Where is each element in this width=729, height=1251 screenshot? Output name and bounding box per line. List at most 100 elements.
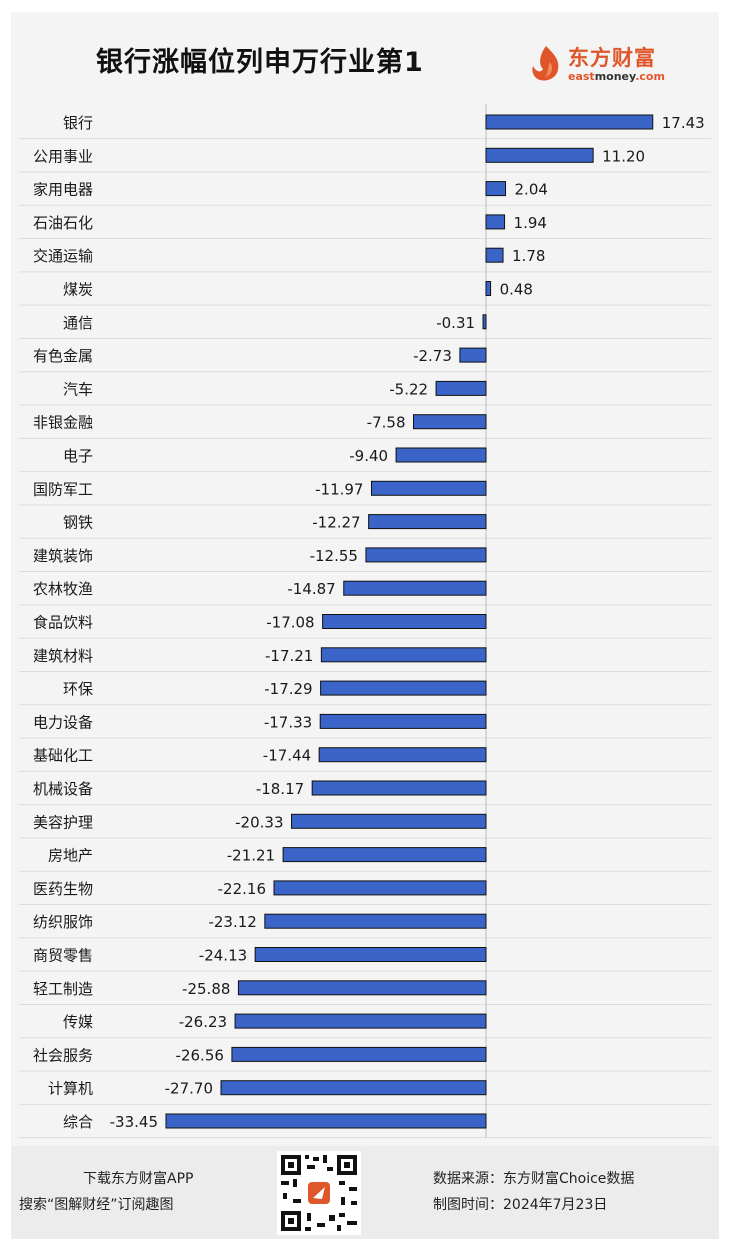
value-label: -21.21: [227, 847, 275, 865]
bar: [395, 447, 487, 463]
bar: [264, 913, 487, 929]
value-label: -9.40: [349, 447, 388, 465]
logo-en-part1: east: [568, 70, 595, 83]
category-label: 环保: [63, 680, 93, 698]
bar: [485, 247, 504, 263]
value-label: -5.22: [389, 380, 428, 398]
bar: [291, 813, 487, 829]
bar: [320, 647, 487, 663]
bar: [485, 147, 594, 163]
category-label: 美容护理: [33, 813, 93, 831]
bar: [485, 181, 507, 197]
bar: [368, 514, 487, 530]
value-label: -2.73: [413, 347, 452, 365]
category-label: 银行: [63, 114, 93, 132]
chart-title: 银行涨幅位列申万行业第1: [96, 47, 424, 78]
value-label: -0.31: [436, 314, 475, 332]
value-label: 0.48: [500, 281, 533, 299]
logo-text-en: eastmoney.com: [568, 70, 665, 83]
bar: [343, 580, 487, 596]
value-label: -26.56: [176, 1046, 224, 1064]
value-label: 17.43: [662, 114, 705, 132]
category-label: 通信: [63, 314, 93, 332]
logo-en-part2: money: [594, 70, 636, 83]
value-label: -11.97: [315, 480, 363, 498]
category-label: 农林牧渔: [33, 580, 93, 598]
bar: [322, 614, 487, 629]
value-label: -17.44: [263, 747, 311, 765]
category-label: 基础化工: [33, 747, 93, 765]
category-label: 计算机: [48, 1080, 93, 1098]
bar: [485, 114, 654, 130]
bar: [435, 380, 487, 396]
category-label: 汽车: [63, 380, 93, 398]
category-label: 电子: [63, 447, 93, 465]
category-label: 石油石化: [33, 214, 93, 232]
value-label: -20.33: [235, 813, 283, 831]
value-label: 1.94: [514, 214, 547, 232]
value-label: -33.45: [110, 1113, 158, 1131]
category-label: 轻工制造: [33, 980, 93, 998]
value-label: -7.58: [367, 414, 406, 432]
value-label: -14.87: [287, 580, 335, 598]
category-label: 钢铁: [63, 514, 93, 532]
category-label: 食品饮料: [33, 614, 93, 632]
value-label: 1.78: [512, 247, 545, 265]
value-label: 11.20: [602, 147, 645, 165]
eastmoney-logo: 东方财富 eastmoney.com: [528, 42, 698, 88]
category-label: 纺织服饰: [33, 913, 93, 931]
value-label: -27.70: [165, 1080, 213, 1098]
value-label: 2.04: [515, 181, 548, 199]
value-label: -12.27: [312, 514, 360, 532]
bar: [365, 547, 487, 563]
bar: [482, 314, 487, 330]
logo-en-part3: .com: [635, 70, 665, 83]
category-label: 煤炭: [63, 281, 93, 299]
value-label: -17.08: [266, 614, 314, 632]
bar: [165, 1113, 487, 1129]
bar: [485, 214, 506, 230]
category-label: 机械设备: [33, 780, 93, 798]
category-label: 非银金融: [33, 414, 93, 432]
value-label: -17.33: [264, 713, 312, 731]
bar: [459, 347, 487, 363]
value-label: -23.12: [208, 913, 256, 931]
value-label: -26.23: [179, 1013, 227, 1031]
category-label: 建筑材料: [33, 647, 93, 665]
value-label: -18.17: [256, 780, 304, 798]
bar: [234, 1013, 487, 1029]
chart-date-text: 制图时间：2024年7月23日: [433, 1197, 608, 1213]
category-label: 公用事业: [33, 147, 93, 165]
bar: [220, 1080, 487, 1096]
footer-subscribe-text: 搜索“图解财经”订阅趣图: [19, 1197, 174, 1213]
bar: [370, 480, 487, 496]
category-label: 交通运输: [33, 247, 93, 265]
category-label: 综合: [63, 1113, 93, 1131]
value-label: -17.21: [265, 647, 313, 665]
qr-code[interactable]: [277, 1151, 361, 1235]
value-label: -12.55: [310, 547, 358, 565]
data-source-text: 数据来源：东方财富Choice数据: [433, 1171, 635, 1187]
category-label: 家用电器: [33, 181, 93, 199]
logo-text-cn: 东方财富: [568, 46, 656, 70]
value-label: -22.16: [218, 880, 266, 898]
category-label: 房地产: [48, 847, 93, 865]
bar: [320, 680, 487, 696]
category-label: 医药生物: [33, 880, 93, 898]
bar: [273, 880, 487, 896]
footer-download-text: 下载东方财富APP: [83, 1171, 194, 1187]
footer: 下载东方财富APP 搜索“图解财经”订阅趣图 数据来源：东方财富Choice数据…: [11, 1146, 719, 1239]
bar-chart: 银行 17.43 公用事业 11.20 家用电器 2.04 石油石化 1.94 交通运输 1.78…: [19, 104, 711, 1139]
bar: [231, 1046, 487, 1062]
bar: [319, 713, 487, 729]
bar: [282, 847, 487, 863]
value-label: -25.88: [182, 980, 230, 998]
category-label: 国防军工: [33, 480, 93, 498]
category-label: 电力设备: [33, 713, 93, 731]
category-label: 建筑装饰: [33, 547, 93, 565]
bar: [237, 980, 487, 996]
qr-code-icon: [281, 1155, 357, 1231]
category-label: 社会服务: [33, 1046, 93, 1064]
value-label: -24.13: [199, 947, 247, 965]
category-label: 商贸零售: [33, 947, 93, 965]
